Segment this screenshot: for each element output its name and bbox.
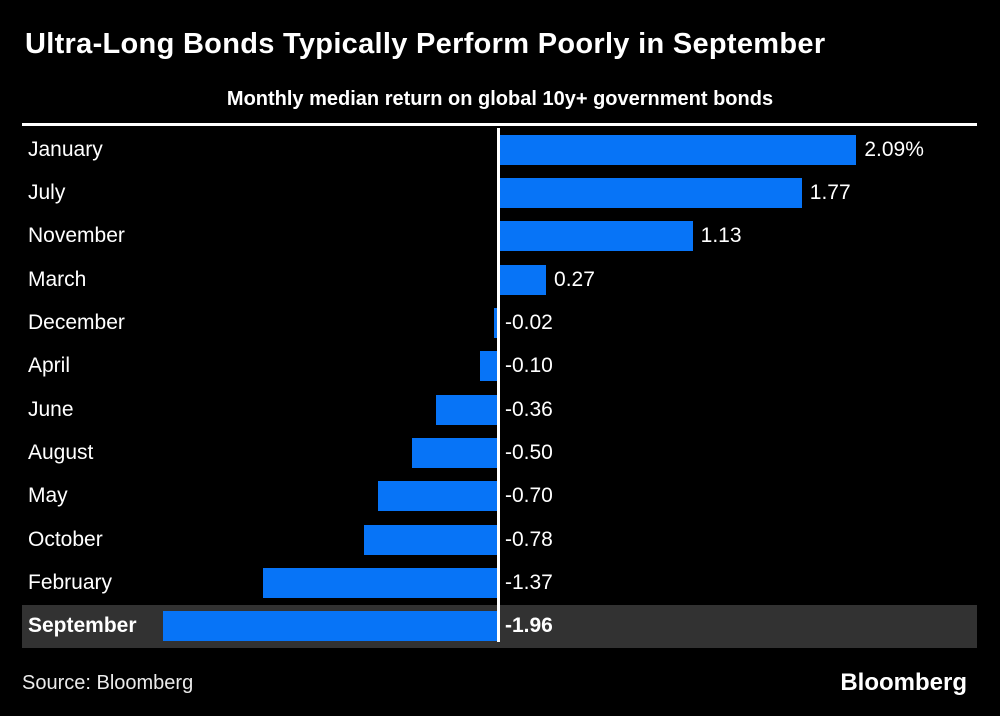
value-label: -1.96 <box>505 614 553 638</box>
category-label: February <box>28 570 113 594</box>
chart-row: July 1.77 <box>0 171 1000 214</box>
bar <box>377 481 497 512</box>
value-label: 1.77 <box>809 180 851 204</box>
zero-axis-line <box>497 128 500 642</box>
category-label: December <box>28 310 125 334</box>
chart-row: April -0.10 <box>0 345 1000 388</box>
chart-row: September -1.96 <box>0 604 1000 648</box>
value-label: -0.02 <box>505 310 553 334</box>
value-label: -0.36 <box>505 397 553 421</box>
bar <box>479 351 497 382</box>
chart-title: Ultra-Long Bonds Typically Perform Poorl… <box>25 28 826 60</box>
value-label: -0.70 <box>505 484 553 508</box>
chart-row: November 1.13 <box>0 215 1000 258</box>
category-label: June <box>28 397 74 421</box>
source-text: Source: Bloomberg <box>22 672 194 694</box>
chart-row: June -0.36 <box>0 388 1000 431</box>
chart-row: August -0.50 <box>0 431 1000 474</box>
value-label: -0.50 <box>505 440 553 464</box>
chart-subtitle: Monthly median return on global 10y+ gov… <box>226 88 774 110</box>
category-label: August <box>28 440 94 464</box>
category-label: September <box>28 614 137 638</box>
chart-row: May -0.70 <box>0 475 1000 518</box>
bar <box>493 307 497 338</box>
bar <box>364 524 497 555</box>
bar <box>162 611 497 642</box>
value-label: -0.78 <box>505 527 553 551</box>
bar <box>263 567 497 598</box>
bar <box>411 437 497 468</box>
chart-row: January 2.09% <box>0 128 1000 171</box>
bar <box>500 134 857 165</box>
header-divider <box>22 123 977 126</box>
chart-row: October -0.78 <box>0 518 1000 561</box>
bar <box>500 264 547 295</box>
value-label: -0.10 <box>505 354 553 378</box>
category-label: May <box>28 484 68 508</box>
value-label: 1.13 <box>700 224 742 248</box>
bloomberg-logo: Bloomberg <box>840 669 967 696</box>
category-label: April <box>28 354 71 378</box>
chart-row: February -1.37 <box>0 561 1000 604</box>
category-label: January <box>28 137 103 161</box>
bar <box>435 394 497 425</box>
category-label: March <box>28 267 87 291</box>
value-label: 0.27 <box>554 267 595 291</box>
value-label: 2.09% <box>864 137 924 161</box>
category-label: October <box>28 527 103 551</box>
bar-chart-plot: January 2.09% July 1.77 November 1.13 March 0.2… <box>0 128 1000 648</box>
value-label: -1.37 <box>505 570 553 594</box>
bar <box>500 221 693 252</box>
chart-row: March 0.27 <box>0 258 1000 301</box>
bar <box>500 177 802 208</box>
chart-row: December -0.02 <box>0 301 1000 344</box>
category-label: July <box>28 180 66 204</box>
category-label: November <box>28 224 125 248</box>
